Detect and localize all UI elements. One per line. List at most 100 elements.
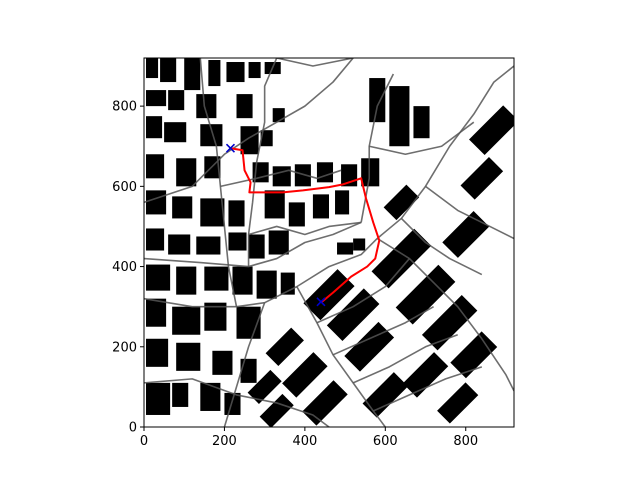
road-segment <box>425 185 514 240</box>
building-block <box>184 58 201 91</box>
building-block <box>413 106 430 139</box>
road-segment <box>248 221 362 236</box>
road-segment <box>369 121 475 156</box>
building-block <box>362 372 409 418</box>
building-block <box>146 58 159 79</box>
building-block <box>146 116 163 139</box>
building-block <box>442 211 490 258</box>
roads-layer <box>144 58 514 427</box>
building-block <box>282 352 328 398</box>
building-block <box>337 242 354 255</box>
building-block <box>146 228 165 251</box>
x-tick-label: 400 <box>292 434 317 449</box>
building-block <box>204 302 227 331</box>
x-tick-label: 800 <box>453 434 478 449</box>
building-block <box>176 158 197 187</box>
building-block <box>389 86 410 147</box>
road-segment <box>352 334 458 384</box>
road-segment <box>144 221 362 268</box>
building-block <box>265 327 304 366</box>
plot-area <box>143 57 515 428</box>
building-block <box>172 382 189 407</box>
y-tick-label: 200 <box>112 340 137 355</box>
building-block <box>248 62 261 79</box>
building-block <box>303 269 355 321</box>
building-block <box>369 78 386 123</box>
building-block <box>268 230 289 255</box>
road-segment <box>316 258 411 324</box>
building-block <box>371 228 432 289</box>
building-block <box>259 393 294 427</box>
building-block <box>146 382 171 415</box>
planned-path-line <box>230 147 381 304</box>
building-block <box>208 60 221 87</box>
building-block <box>146 338 169 367</box>
building-block <box>335 190 350 215</box>
goal-marker <box>316 297 326 307</box>
building-block <box>326 288 380 341</box>
building-block <box>264 190 285 219</box>
road-segment <box>144 378 330 427</box>
building-block <box>146 190 167 215</box>
buildings-layer <box>146 58 514 427</box>
building-block <box>164 122 187 143</box>
y-tick-label: 400 <box>112 260 137 275</box>
building-block <box>294 164 311 187</box>
building-block <box>395 264 456 325</box>
building-block <box>200 124 223 147</box>
building-block <box>232 266 253 295</box>
building-block <box>248 234 265 259</box>
building-block <box>200 382 221 411</box>
building-block <box>272 166 291 187</box>
building-block <box>168 234 191 255</box>
building-block <box>204 266 229 291</box>
building-block <box>226 62 245 83</box>
building-block <box>146 154 165 179</box>
building-block <box>469 105 514 156</box>
building-block <box>240 126 259 155</box>
markers-layer <box>225 143 326 307</box>
path-layer <box>230 147 381 304</box>
building-block <box>240 358 257 383</box>
y-tick-label: 0 <box>129 421 137 436</box>
building-block <box>344 321 395 372</box>
building-block <box>260 130 273 147</box>
building-block <box>402 352 449 398</box>
road-segment <box>296 237 378 288</box>
building-block <box>176 342 201 371</box>
x-tick-label: 200 <box>212 434 237 449</box>
building-block <box>228 232 247 251</box>
building-block <box>353 238 366 251</box>
building-block <box>236 94 253 119</box>
building-block <box>361 158 380 187</box>
road-segment <box>276 58 354 67</box>
building-block <box>146 298 167 327</box>
x-tick-label: 600 <box>373 434 398 449</box>
building-block <box>168 90 185 111</box>
building-block <box>437 382 479 424</box>
start-marker <box>225 143 236 153</box>
building-block <box>172 306 201 335</box>
building-block <box>272 108 285 123</box>
building-block <box>312 194 329 219</box>
building-block <box>200 198 225 227</box>
y-tick-label: 600 <box>112 180 137 195</box>
road-segment <box>372 366 483 412</box>
building-block <box>316 162 334 183</box>
road-segment <box>296 286 386 427</box>
plot-frame <box>143 57 515 428</box>
building-block <box>160 58 177 83</box>
x-tick-label: 0 <box>140 434 148 449</box>
road-segment <box>400 217 483 276</box>
building-block <box>383 184 420 221</box>
building-block <box>460 157 504 200</box>
building-block <box>247 369 282 404</box>
building-block <box>176 266 197 295</box>
x-axis: 0 200 400 600 800 <box>140 427 478 449</box>
building-block <box>146 264 171 291</box>
building-block <box>256 270 277 299</box>
building-block <box>228 200 245 227</box>
building-block <box>196 236 221 255</box>
building-block <box>224 392 241 415</box>
